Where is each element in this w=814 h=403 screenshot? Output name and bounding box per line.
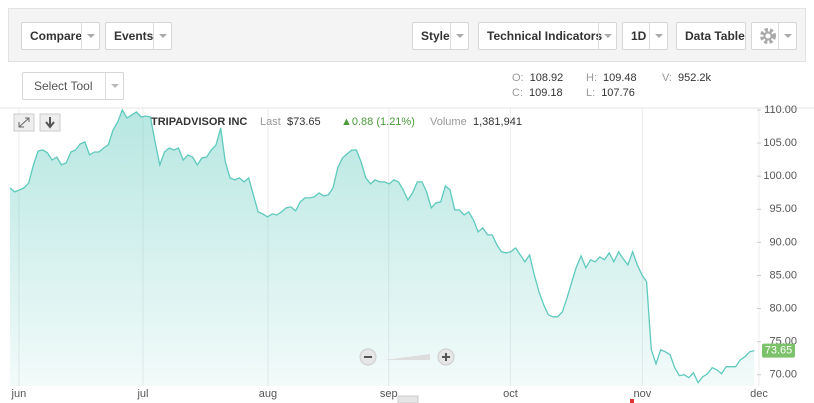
x-tick-label: oct	[503, 388, 518, 400]
y-tick-label: 105.00	[763, 137, 797, 149]
last-price: $73.65	[287, 116, 321, 128]
y-tick-label: 110.00	[764, 104, 797, 116]
ohlc-value: 109.18	[529, 87, 563, 99]
dropdown-arrow	[649, 23, 667, 49]
y-tick-label: 80.00	[769, 302, 797, 314]
dropdown-arrow	[598, 23, 616, 49]
y-tick-label: 100.00	[763, 170, 797, 182]
scroll-handle[interactable]	[397, 395, 419, 403]
ohlc-value: 107.76	[601, 87, 635, 99]
dropdown-arrow	[81, 23, 99, 49]
toolbar-button[interactable]: Events	[105, 22, 172, 50]
area	[10, 110, 755, 386]
button-label: Compare	[30, 29, 83, 43]
ohlc-label: L:	[586, 87, 596, 99]
gear-icon	[760, 28, 776, 44]
ohlc-value: 109.48	[603, 72, 637, 84]
button-label: 1D	[631, 29, 647, 43]
ohlc-value: 952.2k	[678, 72, 712, 84]
ohlc-label: C:	[512, 87, 523, 99]
y-tick-label: 90.00	[769, 236, 797, 248]
download-icon	[45, 117, 55, 129]
toolbar-button[interactable]: 1D	[622, 22, 668, 50]
plot: 73.65	[9, 108, 795, 386]
plus-icon	[442, 353, 450, 361]
dropdown-arrow	[450, 23, 468, 49]
y-tick-label: 95.00	[769, 203, 797, 215]
toolbar-button[interactable]: Compare	[21, 22, 100, 50]
x-tick-label: aug	[259, 388, 277, 400]
price-line	[9, 108, 755, 384]
ohlc-item: C: 109.18	[512, 87, 563, 99]
x-tick-label: dec	[750, 388, 768, 400]
x-tick-label: sep	[380, 388, 398, 400]
select-tool-label: Select Tool	[34, 79, 93, 93]
toolbar-button[interactable]: Data Table	[676, 22, 746, 50]
ohlc-label: O:	[512, 72, 524, 84]
ohlc-item: L: 107.76	[586, 87, 635, 99]
x-tick-label: jul	[136, 388, 148, 400]
last-price-tag	[762, 343, 795, 358]
x-tick-label: jun	[11, 388, 27, 400]
toolbar-button[interactable]: Style	[412, 22, 469, 50]
dropdown-arrow	[105, 73, 123, 99]
toolbar-button[interactable]: Technical Indicators	[478, 22, 617, 50]
chart-tools	[13, 113, 61, 132]
settings-button[interactable]	[751, 22, 797, 50]
zoom-slider[interactable]	[384, 354, 430, 360]
last-label: Last	[260, 116, 281, 128]
expand-icon	[18, 117, 30, 128]
chart-title: TRIPADVISOR INC	[151, 116, 247, 128]
header: TRIPADVISOR INC Last $73.65 ▲0.88 (1.21%…	[151, 116, 522, 128]
ohlc-label: H:	[586, 72, 597, 84]
dropdown-arrow	[778, 23, 796, 49]
ohlc-label: V:	[662, 72, 672, 84]
button-label: Events	[114, 29, 154, 43]
dropdown-arrow	[153, 23, 171, 49]
ohlc-item: V: 952.2k	[662, 72, 711, 84]
y-tick-label: 70.00	[769, 369, 797, 381]
event-marker	[630, 399, 634, 403]
zoom-control	[359, 348, 634, 403]
y-tick-label: 85.00	[769, 269, 797, 281]
ohlc-value: 108.92	[529, 72, 564, 84]
price-change: ▲0.88 (1.21%)	[341, 116, 415, 128]
volume-value: 1,381,941	[473, 116, 522, 128]
button-label: Style	[421, 29, 450, 43]
volume-label: Volume	[430, 116, 467, 128]
button-label: Technical Indicators	[487, 29, 603, 43]
ohlc-item: H: 109.48	[586, 72, 637, 84]
x-tick-label: nov	[634, 388, 652, 400]
select-tool[interactable]: Select Tool	[22, 72, 124, 100]
last-price-tag-label: 73.65	[765, 344, 793, 356]
button-label: Data Table	[685, 29, 745, 43]
ohlc-item: O: 108.92	[512, 72, 563, 84]
